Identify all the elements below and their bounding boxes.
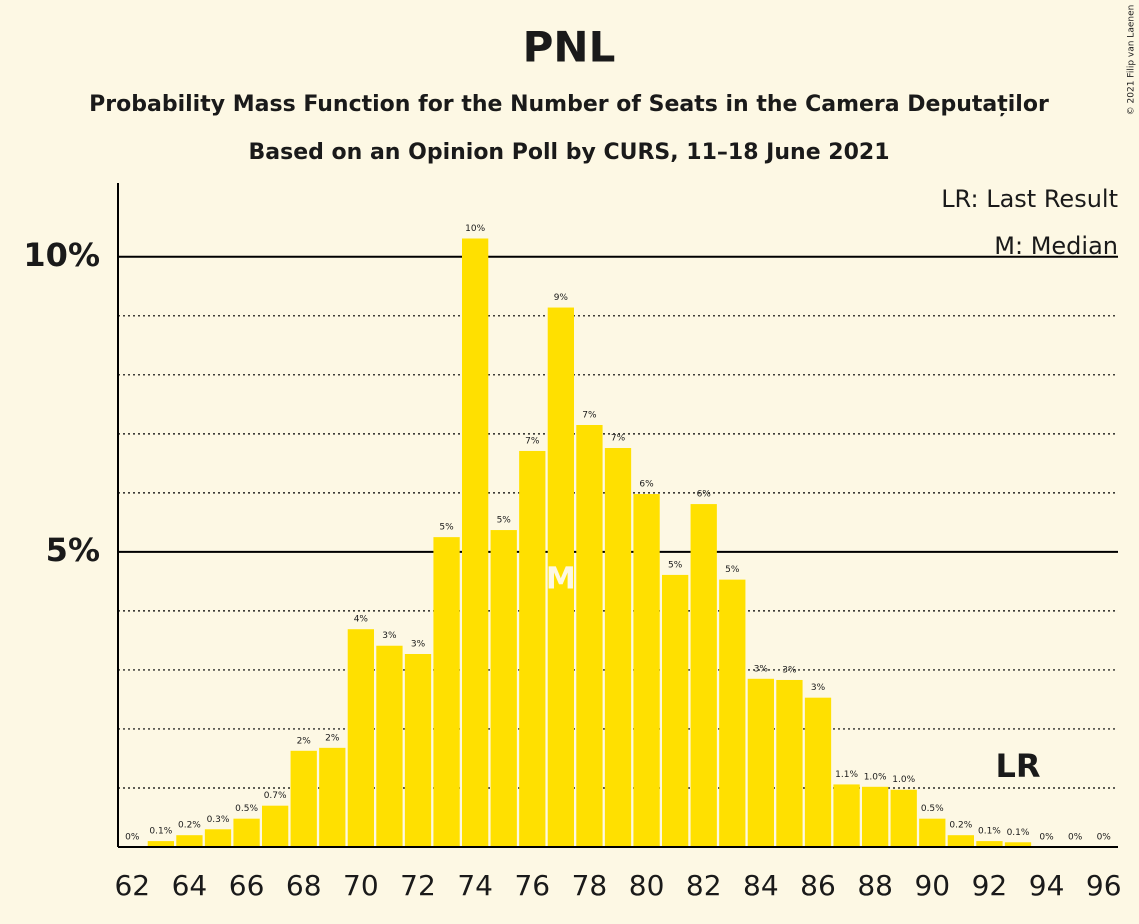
bar [576, 424, 603, 847]
value-label: 5% [725, 565, 740, 575]
bar [976, 841, 1003, 847]
bar [690, 504, 717, 847]
bar [319, 747, 346, 847]
y-tick-label: 10% [23, 236, 100, 274]
bar [862, 786, 889, 847]
value-label: 9% [554, 293, 569, 303]
value-label: 10% [465, 224, 485, 234]
value-label: 0.5% [921, 804, 944, 814]
value-label: 0% [1068, 833, 1083, 843]
value-label: 4% [354, 615, 369, 625]
x-tick-label: 72 [400, 869, 436, 902]
value-label: 1.1% [835, 770, 858, 780]
value-label: 3% [411, 639, 426, 649]
value-label: 0.7% [264, 791, 287, 801]
value-label: 2% [325, 733, 340, 743]
x-tick-label: 62 [114, 869, 150, 902]
x-tick-label: 82 [686, 869, 722, 902]
x-tick-label: 80 [629, 869, 665, 902]
value-label: 0.3% [207, 815, 230, 825]
value-label: 7% [611, 434, 626, 444]
bar [547, 307, 574, 848]
bar [890, 789, 917, 847]
bar [633, 494, 660, 847]
x-tick-label: 76 [514, 869, 550, 902]
bar [1004, 842, 1032, 847]
value-label: 7% [582, 410, 597, 420]
x-tick-label: 96 [1086, 869, 1122, 902]
x-tick-label: 88 [857, 869, 893, 902]
chart-title: PNL [523, 23, 616, 72]
value-label: 7% [525, 436, 540, 446]
x-tick-label: 86 [800, 869, 836, 902]
bar [747, 678, 774, 847]
value-label: 0.2% [178, 821, 201, 831]
bar [804, 697, 832, 847]
x-tick-label: 74 [457, 869, 493, 902]
bar [347, 629, 374, 847]
value-label: 5% [497, 516, 512, 526]
x-tick-label: 84 [743, 869, 779, 902]
bar [719, 579, 746, 847]
bar [376, 645, 403, 847]
bar [519, 450, 546, 847]
x-tick-label: 66 [229, 869, 265, 902]
x-tick-label: 92 [972, 869, 1008, 902]
bar [262, 805, 289, 847]
value-label: 0% [1039, 833, 1054, 843]
value-label: 0.1% [149, 827, 172, 837]
value-label: 3% [754, 664, 769, 674]
bar [176, 835, 203, 847]
x-tick-label: 68 [286, 869, 322, 902]
bar [947, 835, 974, 847]
median-marker: M [546, 562, 576, 597]
x-tick-label: 90 [914, 869, 950, 902]
y-tick-label: 5% [46, 531, 100, 569]
chart-subtitle: Based on an Opinion Poll by CURS, 11–18 … [248, 140, 889, 165]
bar [490, 530, 517, 847]
bar [233, 818, 260, 847]
bar [604, 448, 632, 847]
bar [919, 818, 946, 847]
value-label: 0.5% [235, 804, 258, 814]
value-label: 3% [382, 631, 397, 641]
last-result-marker: LR [995, 747, 1040, 785]
legend-entry: LR: Last Result [941, 185, 1118, 213]
legend-entry: M: Median [994, 232, 1118, 260]
x-tick-label: 70 [343, 869, 379, 902]
value-label: 1.0% [864, 772, 887, 782]
bar [290, 750, 317, 847]
x-tick-label: 78 [572, 869, 608, 902]
value-label: 1.0% [892, 775, 915, 785]
value-label: 0% [125, 833, 140, 843]
value-label: 0% [1097, 833, 1112, 843]
value-label: 5% [439, 523, 454, 533]
x-tick-label: 64 [172, 869, 208, 902]
bar [462, 238, 489, 847]
bar [662, 574, 689, 847]
value-label: 6% [697, 490, 712, 500]
chart-subtitle: Probability Mass Function for the Number… [89, 92, 1049, 117]
bar [433, 537, 460, 847]
bar [833, 784, 860, 847]
value-label: 6% [639, 480, 654, 490]
copyright: © 2021 Filip van Laenen [1127, 5, 1137, 116]
value-label: 3% [782, 665, 797, 675]
bar [776, 679, 803, 847]
x-tick-label: 94 [1029, 869, 1065, 902]
bar [147, 841, 174, 847]
value-label: 2% [297, 736, 312, 746]
value-label: 0.1% [978, 827, 1001, 837]
bar [204, 829, 232, 847]
bar [404, 653, 432, 847]
value-label: 0.1% [1007, 828, 1030, 838]
value-label: 5% [668, 560, 683, 570]
value-label: 0.2% [949, 821, 972, 831]
value-label: 3% [811, 683, 826, 693]
